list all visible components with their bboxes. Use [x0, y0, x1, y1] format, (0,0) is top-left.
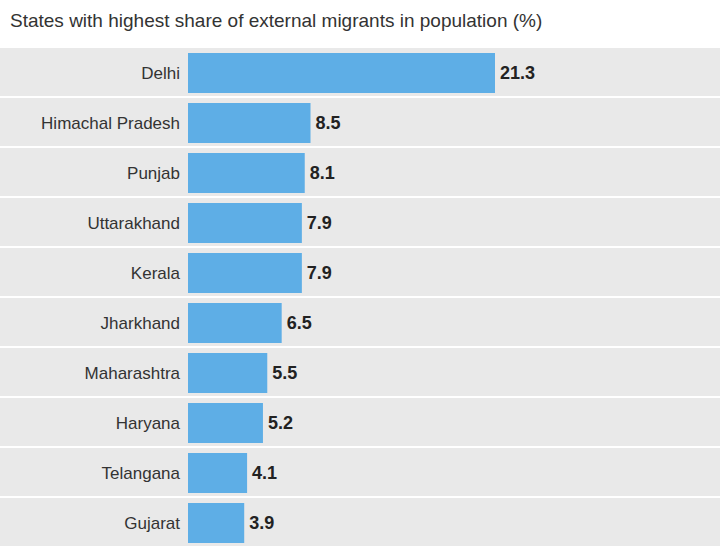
svg-text:8.1: 8.1 — [310, 163, 335, 183]
svg-text:Himachal Pradesh: Himachal Pradesh — [41, 114, 180, 133]
svg-text:21.3: 21.3 — [500, 63, 535, 83]
svg-text:5.2: 5.2 — [268, 413, 293, 433]
svg-text:Gujarat: Gujarat — [124, 514, 180, 533]
svg-text:8.5: 8.5 — [316, 113, 341, 133]
svg-text:5.5: 5.5 — [272, 363, 297, 383]
svg-text:7.9: 7.9 — [307, 213, 332, 233]
svg-text:6.5: 6.5 — [287, 313, 312, 333]
svg-text:Jharkhand: Jharkhand — [101, 314, 180, 333]
svg-text:Telangana: Telangana — [102, 464, 181, 483]
svg-text:Haryana: Haryana — [116, 414, 181, 433]
svg-text:Punjab: Punjab — [127, 164, 180, 183]
html-text:States with highest share of e: States with highest share of external mi… — [10, 10, 543, 31]
svg-text:4.1: 4.1 — [252, 463, 277, 483]
svg-text:3.9: 3.9 — [249, 513, 274, 533]
svg-text:7.9: 7.9 — [307, 263, 332, 283]
svg-text:Maharashtra: Maharashtra — [85, 364, 181, 383]
svg-text:Uttarakhand: Uttarakhand — [87, 214, 180, 233]
svg-text:Delhi: Delhi — [141, 64, 180, 83]
svg-text:Kerala: Kerala — [131, 264, 181, 283]
